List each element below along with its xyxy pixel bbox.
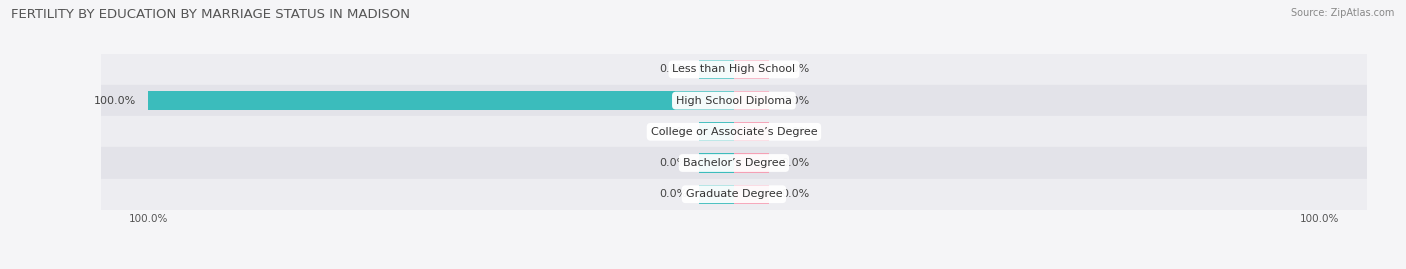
Bar [699, 153, 734, 173]
Text: 0.0%: 0.0% [659, 158, 688, 168]
Text: 0.0%: 0.0% [659, 64, 688, 75]
Text: College or Associate’s Degree: College or Associate’s Degree [651, 127, 817, 137]
Text: 0.0%: 0.0% [780, 64, 808, 75]
Bar [734, 60, 769, 79]
Bar [101, 147, 1367, 179]
Text: High School Diploma: High School Diploma [676, 95, 792, 106]
Text: 0.0%: 0.0% [659, 127, 688, 137]
Bar [699, 185, 734, 204]
Bar [734, 153, 769, 173]
Bar [699, 60, 734, 79]
Text: Source: ZipAtlas.com: Source: ZipAtlas.com [1291, 8, 1395, 18]
Text: 0.0%: 0.0% [659, 189, 688, 199]
Bar [148, 91, 734, 110]
Bar [101, 54, 1367, 85]
Text: 100.0%: 100.0% [94, 95, 136, 106]
Bar [699, 122, 734, 141]
Text: 0.0%: 0.0% [780, 189, 808, 199]
Text: Bachelor’s Degree: Bachelor’s Degree [683, 158, 785, 168]
Bar [101, 179, 1367, 210]
Bar [101, 85, 1367, 116]
Legend: Married, Unmarried: Married, Unmarried [654, 266, 814, 269]
Bar [734, 185, 769, 204]
Text: FERTILITY BY EDUCATION BY MARRIAGE STATUS IN MADISON: FERTILITY BY EDUCATION BY MARRIAGE STATU… [11, 8, 411, 21]
Text: 0.0%: 0.0% [780, 95, 808, 106]
Text: Less than High School: Less than High School [672, 64, 796, 75]
Text: 0.0%: 0.0% [780, 127, 808, 137]
Text: 0.0%: 0.0% [780, 158, 808, 168]
Bar [734, 122, 769, 141]
Bar [101, 116, 1367, 147]
Bar [734, 91, 769, 110]
Text: Graduate Degree: Graduate Degree [686, 189, 782, 199]
